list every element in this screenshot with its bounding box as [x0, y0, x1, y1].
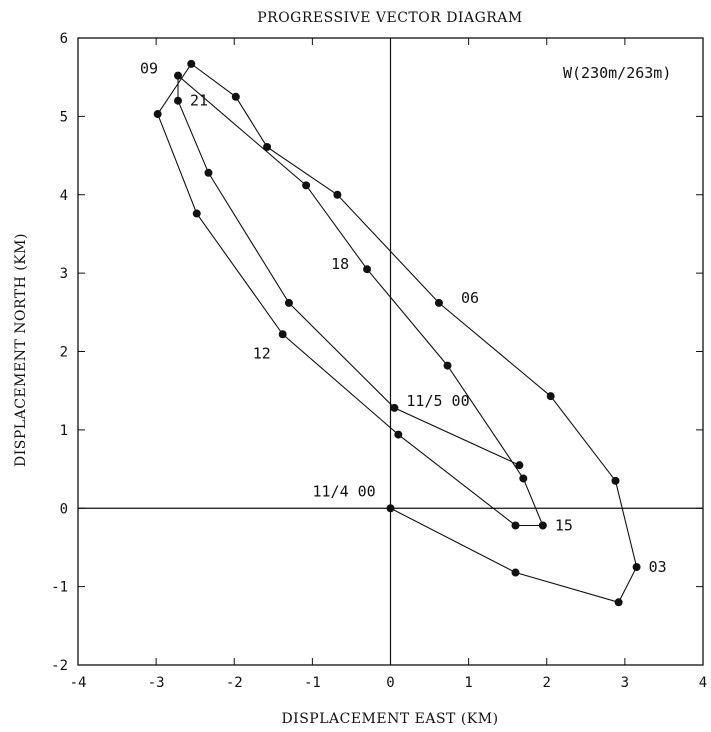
y-tick-label: 5: [60, 109, 68, 125]
data-point: [284, 298, 293, 307]
chart-title: PROGRESSIVE VECTOR DIAGRAM: [257, 10, 523, 26]
x-tick-label: -1: [304, 675, 321, 691]
data-point: [390, 403, 399, 412]
y-tick-label: 4: [60, 188, 68, 204]
time-label: 11/4 00: [313, 482, 376, 500]
plot-area: [77, 37, 704, 666]
time-label: 06: [461, 289, 479, 307]
data-point: [434, 298, 443, 307]
legend-label: W(230m/263m): [563, 64, 671, 82]
data-point: [231, 92, 240, 101]
data-point: [333, 190, 342, 199]
data-point: [363, 265, 372, 274]
data-point: [519, 474, 528, 483]
x-tick-label: -2: [226, 675, 243, 691]
y-tick-label: -2: [51, 658, 68, 674]
x-tick-label: 4: [699, 675, 707, 691]
x-tick-label: 1: [464, 675, 472, 691]
data-point: [611, 476, 620, 485]
data-point: [443, 361, 452, 370]
data-point: [632, 563, 641, 572]
x-axis-label: DISPLACEMENT EAST (KM): [281, 711, 498, 727]
series-track: [153, 59, 641, 607]
data-point: [538, 521, 547, 530]
data-point: [614, 598, 623, 607]
data-point: [204, 168, 213, 177]
data-point: [302, 181, 311, 190]
x-tick-label: -4: [70, 675, 87, 691]
data-point: [174, 71, 182, 80]
data-point: [263, 142, 272, 151]
time-annotations: 11/4 00 03 06 09 12 15 18 21 11/5 00: [140, 60, 667, 576]
y-tick-label: 6: [60, 31, 68, 47]
data-point: [386, 504, 395, 513]
data-point: [515, 461, 524, 470]
time-label: 11/5 00: [406, 392, 469, 410]
data-point: [394, 430, 403, 439]
y-tick-label: 1: [60, 423, 68, 439]
data-point: [511, 568, 520, 577]
time-label: 18: [331, 255, 349, 273]
data-point: [511, 521, 520, 530]
y-tick-label: 0: [60, 501, 68, 517]
x-tick-label: 3: [621, 675, 629, 691]
data-point: [187, 59, 196, 68]
x-tick-label: -3: [148, 675, 165, 691]
data-point: [192, 209, 201, 218]
time-label: 12: [253, 344, 271, 362]
time-label: 15: [555, 516, 573, 534]
data-point: [174, 96, 182, 105]
y-axis-label: DISPLACEMENT NORTH (KM): [13, 233, 29, 467]
y-tick-label: -1: [51, 580, 68, 596]
data-point: [278, 330, 287, 339]
data-point: [546, 392, 555, 401]
y-tick-label: 2: [60, 345, 68, 361]
x-tick-label: 2: [543, 675, 551, 691]
time-label: 21: [190, 92, 208, 110]
x-tick-label: 0: [386, 675, 394, 691]
data-point: [153, 110, 162, 119]
y-tick-label: 3: [60, 266, 68, 282]
time-label: 03: [649, 558, 667, 576]
time-label: 09: [140, 60, 158, 78]
